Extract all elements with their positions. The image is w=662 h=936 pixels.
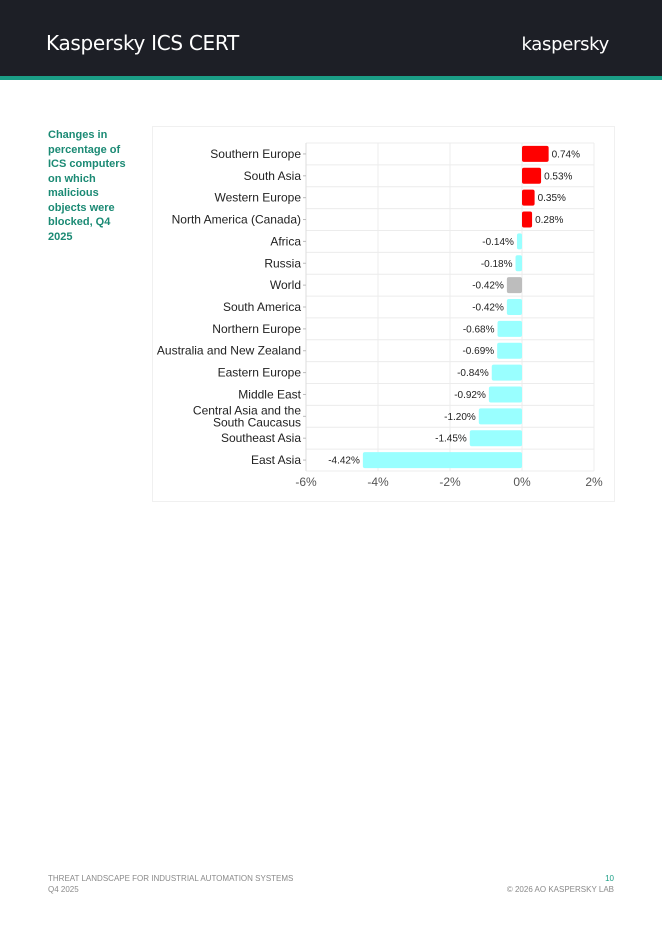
x-tick-label: -2% [439, 475, 461, 489]
category-label: Central Asia and the [193, 403, 301, 417]
category-label: Russia [264, 256, 301, 270]
bar [488, 386, 522, 403]
bar [515, 255, 522, 272]
category-label: Northern Europe [212, 322, 301, 336]
data-label: -0.42% [472, 281, 504, 292]
kaspersky-logo: kaspersky [521, 34, 609, 55]
bar [506, 277, 522, 294]
category-label: World [270, 278, 301, 292]
bar [522, 145, 549, 162]
bar [522, 189, 535, 206]
bar-chart: -6% -4% -2% 0% 2% Southern Europe 0.74% South A… [157, 142, 603, 489]
data-label: -4.42% [328, 456, 360, 467]
data-label: 0.28% [535, 215, 563, 226]
x-tick-label: -6% [295, 475, 317, 489]
category-label: Middle East [238, 387, 301, 401]
bar [522, 211, 533, 228]
x-tick-label: 2% [585, 475, 603, 489]
category-label: South America [223, 300, 301, 314]
category-label: North America (Canada) [172, 213, 301, 227]
data-label: -0.14% [482, 237, 514, 248]
data-label: -0.84% [457, 368, 489, 379]
bar [478, 408, 522, 425]
data-label: -1.20% [444, 412, 476, 423]
chart-caption: Changes in percentage of ICS computers o… [48, 129, 126, 243]
bar [497, 342, 522, 359]
brand-title: Kaspersky ICS CERT [46, 31, 239, 55]
category-label: Southern Europe [210, 147, 301, 161]
x-tick-label: 0% [513, 475, 531, 489]
chart-frame [152, 126, 615, 502]
bar [491, 364, 522, 381]
category-label: Australia and New Zealand [157, 344, 301, 358]
data-label: -0.18% [481, 259, 513, 270]
data-label: -1.45% [435, 434, 467, 445]
page-header: Kaspersky ICS CERT kaspersky [0, 0, 662, 76]
data-label: -0.68% [463, 324, 495, 335]
bar [362, 452, 522, 469]
bar [469, 430, 522, 447]
category-label: Eastern Europe [218, 366, 302, 380]
category-label: Western Europe [215, 191, 302, 205]
bar [506, 299, 522, 315]
data-label: -0.92% [454, 390, 486, 401]
data-label: 0.74% [552, 149, 580, 160]
x-tick-label: -4% [367, 475, 389, 489]
category-label: East Asia [251, 453, 301, 467]
data-label: -0.42% [472, 303, 504, 314]
data-label: 0.35% [538, 193, 566, 204]
page-number: 10 [605, 874, 614, 883]
category-label: South Asia [244, 169, 302, 183]
footer-report-title: THREAT LANDSCAPE FOR INDUSTRIAL AUTOMATI… [48, 874, 294, 883]
bar [522, 167, 542, 184]
data-label: -0.69% [462, 346, 494, 357]
category-label: Southeast Asia [221, 431, 301, 445]
bar [497, 320, 522, 337]
footer-right: 10 © 2026 AO KASPERSKY LAB [507, 873, 614, 895]
header-stripe [0, 76, 662, 80]
category-label: South Caucasus [213, 415, 301, 429]
bar [516, 233, 522, 250]
category-label: Africa [270, 234, 301, 248]
footer-left: THREAT LANDSCAPE FOR INDUSTRIAL AUTOMATI… [48, 873, 293, 895]
footer-quarter: Q4 2025 [48, 885, 79, 894]
data-label: 0.53% [544, 171, 572, 182]
copyright: © 2026 AO KASPERSKY LAB [506, 885, 614, 894]
